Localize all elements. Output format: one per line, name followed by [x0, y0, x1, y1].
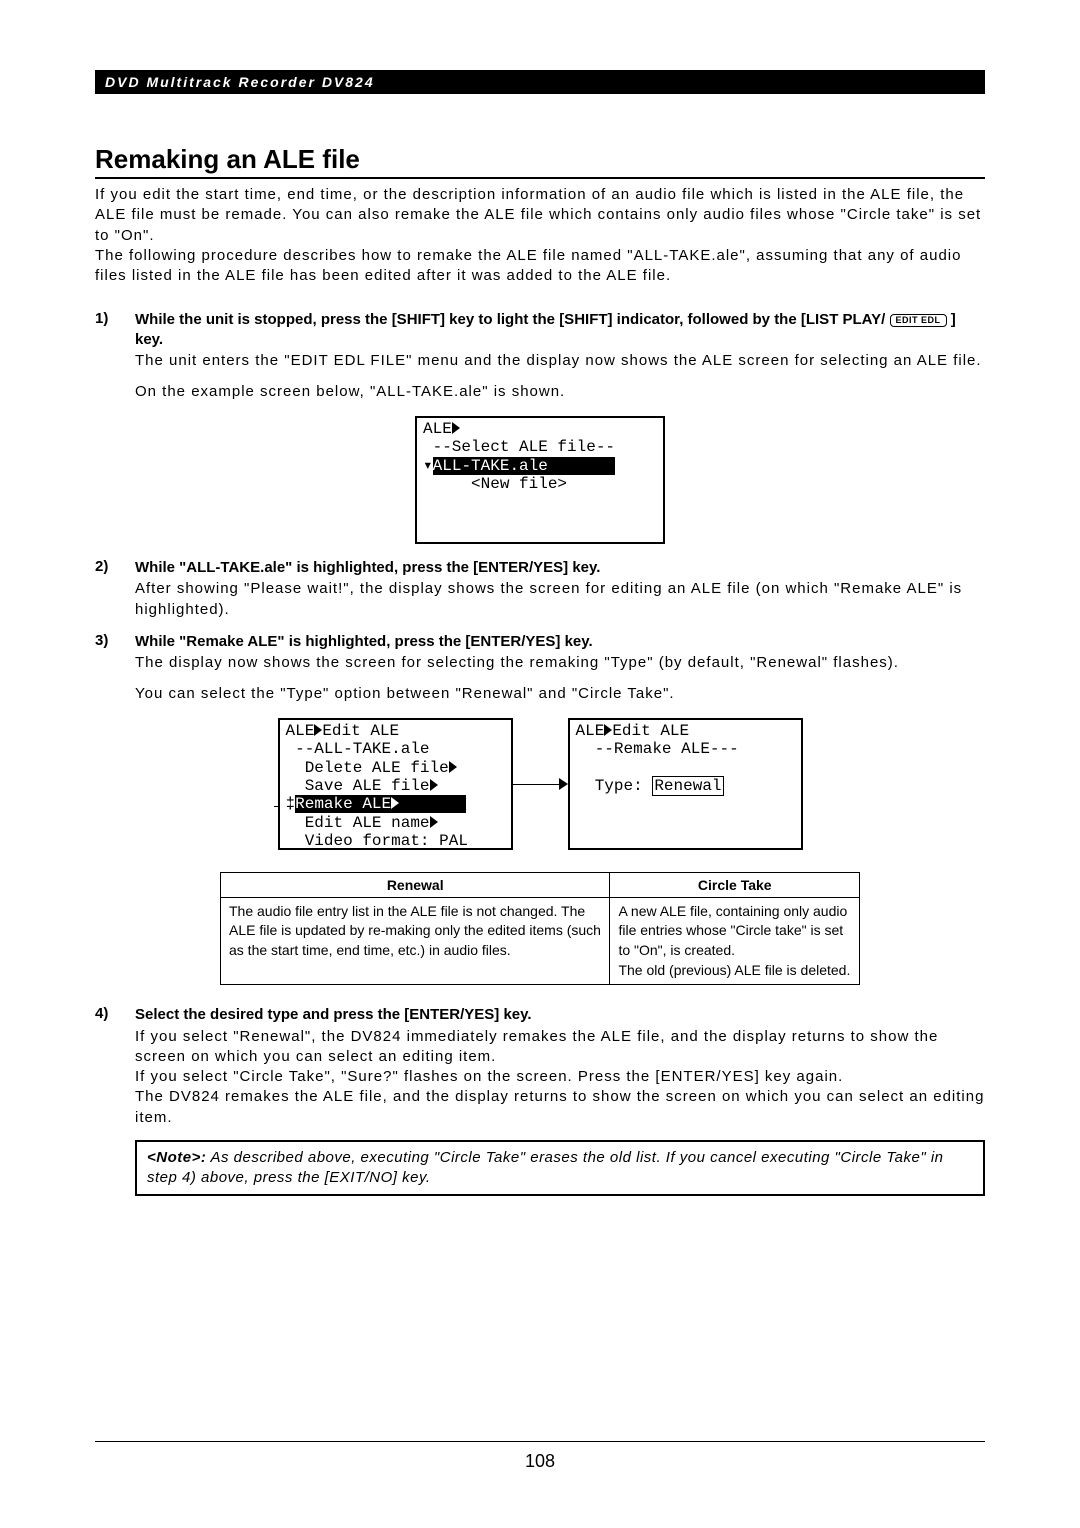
edit-edl-key-icon: EDIT EDL	[890, 314, 947, 327]
triangle-icon	[452, 422, 460, 434]
step-body: Select the desired type and press the [E…	[135, 1005, 985, 1128]
lcd-line: --Select ALE file--	[423, 438, 615, 456]
step-desc: If you select "Renewal", the DV824 immed…	[135, 1027, 985, 1068]
step-desc: The unit enters the "EDIT EDL FILE" menu…	[135, 351, 985, 371]
step-head: While the unit is stopped, press the [SH…	[135, 310, 985, 349]
step-desc: After showing "Please wait!", the displa…	[135, 579, 985, 620]
step-desc: The DV824 remakes the ALE file, and the …	[135, 1087, 985, 1128]
section-title: Remaking an ALE file	[95, 144, 985, 179]
cell-renewal: The audio file entry list in the ALE fil…	[221, 897, 610, 984]
step-body: While the unit is stopped, press the [SH…	[135, 310, 985, 402]
lcd-screen-row: ALE Edit ALE --ALL-TAKE.ale Delete ALE fi…	[95, 718, 985, 850]
product-line: DVD Multitrack Recorder DV824	[105, 74, 375, 90]
lcd-screen-2b: ALE Edit ALE --Remake ALE--- Type: Renewa…	[568, 718, 803, 850]
triangle-icon	[430, 779, 438, 791]
lcd-line: ALE	[286, 722, 315, 740]
lcd-line: ALE	[423, 420, 452, 438]
lcd-line: --Remake ALE---	[576, 740, 739, 758]
step-number: 1)	[95, 310, 135, 402]
step-desc: If you select "Circle Take", "Sure?" fla…	[135, 1067, 985, 1087]
table-row: The audio file entry list in the ALE fil…	[221, 897, 860, 984]
step-head: Select the desired type and press the [E…	[135, 1005, 985, 1025]
lcd-screen-2a: ALE Edit ALE --ALL-TAKE.ale Delete ALE fi…	[278, 718, 513, 850]
lcd-line: Delete ALE file	[286, 759, 449, 777]
type-table: Renewal Circle Take The audio file entry…	[220, 872, 860, 985]
step-3: 3) While "Remake ALE" is highlighted, pr…	[95, 632, 985, 704]
section-intro: If you edit the start time, end time, or…	[95, 185, 985, 286]
triangle-icon	[391, 797, 399, 809]
step-number: 2)	[95, 558, 135, 620]
lcd-line: --ALL-TAKE.ale	[286, 740, 430, 758]
lcd-line: Edit ALE	[612, 722, 689, 740]
arrow-icon	[513, 778, 568, 790]
lcd-screen-1: ALE --Select ALE file-- ▾ALL-TAKE.ale <N…	[415, 416, 665, 544]
header-bar: DVD Multitrack Recorder DV824	[95, 70, 985, 94]
step-head-a: While the unit is stopped, press the [SH…	[135, 311, 885, 328]
lcd-line: ALE	[576, 722, 605, 740]
step-body: While "Remake ALE" is highlighted, press…	[135, 632, 985, 704]
step-4: 4) Select the desired type and press the…	[95, 1005, 985, 1128]
lcd-line: Video format: PAL	[286, 832, 468, 850]
footer-rule	[95, 1441, 985, 1442]
triangle-icon	[449, 761, 457, 773]
lcd-line: ▾	[423, 457, 433, 475]
step-body: While "ALL-TAKE.ale" is highlighted, pre…	[135, 558, 985, 620]
note-box: <Note>: As described above, executing "C…	[135, 1140, 985, 1197]
step-desc: On the example screen below, "ALL-TAKE.a…	[135, 382, 985, 402]
lcd-line: <New file>	[423, 475, 567, 493]
step-number: 4)	[95, 1005, 135, 1128]
triangle-icon	[430, 816, 438, 828]
lcd-line: Edit ALE	[322, 722, 399, 740]
arrow-line	[513, 784, 559, 785]
page-number: 108	[0, 1451, 1080, 1472]
arrow-head-icon	[559, 778, 568, 790]
note-label: <Note>:	[147, 1149, 206, 1166]
step-number: 3)	[95, 632, 135, 704]
lcd-line: Save ALE file	[286, 777, 430, 795]
step-head: While "ALL-TAKE.ale" is highlighted, pre…	[135, 558, 985, 578]
col-header-circle-take: Circle Take	[610, 872, 860, 897]
step-desc: You can select the "Type" option between…	[135, 684, 985, 704]
lcd-highlight: ALL-TAKE.ale	[433, 457, 615, 475]
lcd-line: Type:	[576, 777, 653, 795]
lcd-highlight: Remake ALE	[295, 795, 466, 813]
col-header-renewal: Renewal	[221, 872, 610, 897]
manual-page: DVD Multitrack Recorder DV824 Remaking a…	[0, 0, 1080, 1528]
lcd-screen-1-wrap: ALE --Select ALE file-- ▾ALL-TAKE.ale <N…	[95, 416, 985, 544]
step-head: While "Remake ALE" is highlighted, press…	[135, 632, 985, 652]
step-1: 1) While the unit is stopped, press the …	[95, 310, 985, 402]
lcd-boxed-value: Renewal	[652, 776, 723, 796]
note-text: As described above, executing "Circle Ta…	[147, 1149, 944, 1186]
lcd-line: ‡	[286, 795, 296, 813]
step-desc: The display now shows the screen for sel…	[135, 653, 985, 673]
cell-circle-take: A new ALE file, containing only audio fi…	[610, 897, 860, 984]
tick-mark	[274, 806, 278, 807]
step-2: 2) While "ALL-TAKE.ale" is highlighted, …	[95, 558, 985, 620]
lcd-line: Edit ALE name	[286, 814, 430, 832]
table-header-row: Renewal Circle Take	[221, 872, 860, 897]
